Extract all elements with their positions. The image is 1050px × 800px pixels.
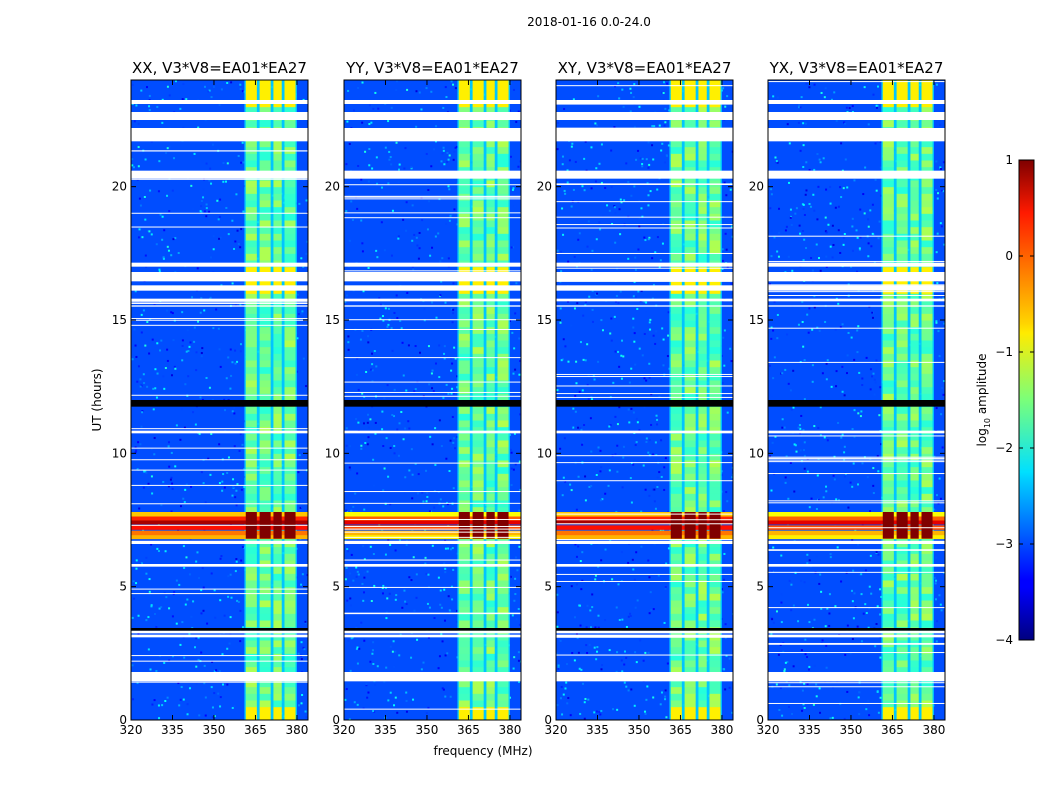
colorbar-tick-label: 1 — [1005, 153, 1013, 167]
x-tick-label: 380 — [285, 723, 308, 737]
panel-title: YY, V3*V8=EA01*EA27 — [345, 59, 519, 77]
panel-title: XX, V3*V8=EA01*EA27 — [132, 59, 307, 77]
colorbar-tick-label: −4 — [995, 633, 1013, 647]
panel-1: YY, V3*V8=EA01*EA27 320 335 350 365 380 0 5 10 15… — [325, 59, 522, 737]
rfi-channel-2 — [273, 80, 282, 720]
y-tick-label: 5 — [332, 580, 340, 594]
y-tick-label: 10 — [325, 446, 340, 460]
y-tick-label: 0 — [332, 713, 340, 727]
y-tick-label: 15 — [749, 313, 764, 327]
event-band — [344, 512, 521, 540]
x-tick-label: 350 — [628, 723, 651, 737]
rfi-channel-3 — [497, 80, 509, 720]
heatmap-image — [768, 80, 945, 720]
colorbar: 1 0 −1 −2 −3 −4 log10 amplitude — [975, 153, 1035, 647]
heatmap-image — [131, 80, 308, 720]
colorbar-tick-label: 0 — [1005, 249, 1013, 263]
flagged-rows — [344, 100, 521, 710]
y-tick-label: 5 — [544, 580, 552, 594]
missing-rows — [131, 400, 308, 631]
y-tick-label: 5 — [119, 580, 127, 594]
missing-rows — [768, 400, 945, 631]
y-tick-label: 20 — [749, 180, 764, 194]
y-tick-label: 15 — [537, 313, 552, 327]
colorbar-label: log10 amplitude — [975, 354, 992, 447]
panel-0: XX, V3*V8=EA01*EA27 320 335 350 365 380 0 5 10 15… — [112, 59, 309, 737]
panel-title: XY, V3*V8=EA01*EA27 — [558, 59, 732, 77]
y-tick-label: 0 — [544, 713, 552, 727]
x-tick-label: 365 — [669, 723, 692, 737]
event-band — [768, 512, 945, 540]
y-tick-label: 15 — [112, 313, 127, 327]
flagged-rows — [768, 81, 945, 704]
heatmap-image — [556, 80, 733, 720]
x-tick-label: 320 — [757, 723, 780, 737]
colorbar-tick-label: −3 — [995, 537, 1013, 551]
heatmap-image — [344, 80, 521, 720]
x-tick-label: 350 — [840, 723, 863, 737]
y-tick-label: 20 — [537, 180, 552, 194]
y-tick-label: 20 — [325, 180, 340, 194]
panel-title: YX, V3*V8=EA01*EA27 — [769, 59, 944, 77]
panel-2: XY, V3*V8=EA01*EA27 320 335 350 365 380 0 5 10 15… — [537, 59, 734, 737]
y-tick-label: 0 — [119, 713, 127, 727]
x-tick-label: 350 — [203, 723, 226, 737]
panel-frame — [555, 79, 734, 721]
flagged-rows — [556, 85, 733, 682]
colorbar-gradient — [1018, 159, 1035, 641]
x-tick-label: 335 — [374, 723, 397, 737]
x-tick-label: 380 — [710, 723, 733, 737]
figure-title: 2018-01-16 0.0-24.0 — [527, 15, 651, 29]
panel-frame — [767, 79, 946, 721]
panel-3: YX, V3*V8=EA01*EA27 320 335 350 365 380 0 5 10 15… — [749, 59, 946, 737]
missing-rows — [344, 400, 521, 631]
x-tick-label: 365 — [457, 723, 480, 737]
x-tick-label: 365 — [881, 723, 904, 737]
x-tick-label: 320 — [545, 723, 568, 737]
y-tick-label: 15 — [325, 313, 340, 327]
x-tick-label: 350 — [416, 723, 439, 737]
panel-frame — [343, 79, 522, 721]
colorbar-tick-label: −2 — [995, 441, 1013, 455]
rfi-channel-3 — [284, 80, 296, 720]
x-tick-label: 335 — [586, 723, 609, 737]
x-tick-label: 320 — [333, 723, 356, 737]
panel-frame — [130, 79, 309, 721]
y-tick-label: 10 — [537, 446, 552, 460]
y-tick-label: 10 — [749, 446, 764, 460]
x-tick-label: 320 — [120, 723, 143, 737]
x-tick-label: 380 — [498, 723, 521, 737]
y-tick-label: 10 — [112, 446, 127, 460]
missing-rows — [556, 400, 733, 631]
y-tick-label: 5 — [756, 580, 764, 594]
flagged-rows — [131, 100, 308, 683]
y-tick-label: 20 — [112, 180, 127, 194]
y-axis-label: UT (hours) — [90, 368, 104, 431]
x-tick-label: 365 — [244, 723, 267, 737]
x-axis-label: frequency (MHz) — [433, 744, 532, 758]
panels: XX, V3*V8=EA01*EA27 320 335 350 365 380 0 5 10 15… — [112, 59, 946, 737]
x-tick-label: 335 — [161, 723, 184, 737]
colorbar-tick-label: −1 — [995, 345, 1013, 359]
event-band — [556, 512, 733, 540]
y-tick-label: 0 — [756, 713, 764, 727]
rfi-channel-1 — [259, 80, 271, 720]
x-tick-label: 380 — [922, 723, 945, 737]
x-tick-label: 335 — [798, 723, 821, 737]
